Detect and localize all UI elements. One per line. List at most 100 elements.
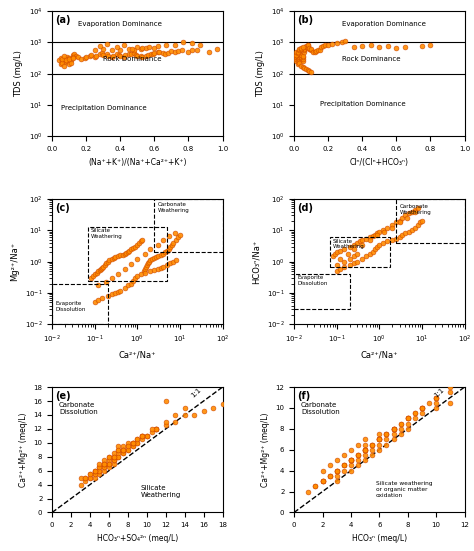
Point	[91, 298, 99, 307]
Point	[333, 39, 340, 47]
Point	[384, 42, 392, 51]
Point	[124, 439, 132, 447]
Point	[148, 424, 155, 433]
Point	[72, 51, 80, 60]
Point	[447, 398, 454, 407]
Point	[309, 47, 317, 56]
Point	[127, 245, 135, 253]
Point	[297, 55, 305, 64]
Point	[297, 52, 305, 61]
Point	[122, 51, 129, 60]
Point	[299, 53, 306, 62]
Point	[113, 43, 121, 52]
Point	[138, 235, 146, 244]
Point	[96, 469, 103, 478]
Point	[397, 424, 404, 433]
Point	[86, 473, 94, 482]
Text: 1:1: 1:1	[433, 386, 446, 398]
Point	[137, 237, 145, 246]
Point	[138, 431, 146, 440]
Point	[119, 449, 127, 458]
Point	[143, 431, 151, 440]
Point	[71, 50, 78, 58]
Point	[319, 477, 326, 485]
Point	[134, 435, 141, 444]
Point	[447, 382, 454, 391]
Text: (d): (d)	[298, 203, 313, 213]
Point	[340, 461, 347, 470]
Point	[115, 452, 122, 461]
Point	[292, 47, 300, 56]
Point	[390, 424, 397, 433]
Point	[181, 410, 189, 419]
Point	[314, 46, 322, 55]
Point	[114, 252, 122, 261]
Point	[162, 397, 170, 406]
Point	[176, 231, 184, 240]
Point	[390, 424, 397, 433]
Point	[172, 418, 179, 426]
Point	[151, 43, 158, 52]
Point	[65, 60, 73, 69]
Point	[100, 463, 108, 472]
Point	[302, 64, 310, 73]
Point	[114, 270, 122, 279]
Point	[119, 445, 127, 454]
Point	[336, 247, 344, 256]
Point	[347, 466, 355, 475]
Point	[134, 439, 141, 447]
Point	[397, 419, 404, 428]
Point	[347, 461, 355, 470]
Text: (e): (e)	[55, 391, 71, 401]
Bar	[52, 284, 108, 325]
Point	[311, 48, 319, 57]
Point	[103, 39, 110, 48]
Point	[97, 264, 105, 273]
Point	[82, 473, 89, 482]
Point	[69, 51, 76, 60]
Point	[411, 224, 419, 233]
Point	[307, 46, 315, 55]
Text: Silicate
Weathering: Silicate Weathering	[91, 228, 122, 239]
Point	[368, 445, 376, 454]
Point	[100, 460, 108, 468]
Point	[292, 51, 300, 60]
Point	[174, 47, 182, 56]
Point	[367, 41, 374, 50]
Text: Carbonate
Dissolution: Carbonate Dissolution	[301, 402, 340, 415]
Point	[143, 431, 151, 440]
Point	[140, 267, 147, 276]
Point	[361, 445, 369, 454]
Text: Evaporite
Dissolution: Evaporite Dissolution	[298, 275, 328, 286]
Point	[146, 43, 153, 52]
Point	[353, 257, 361, 266]
Point	[91, 466, 99, 475]
Point	[141, 268, 149, 277]
Point	[401, 43, 409, 52]
Point	[344, 249, 351, 258]
Point	[134, 435, 141, 444]
Point	[108, 255, 116, 263]
Point	[397, 430, 404, 439]
Point	[354, 440, 362, 449]
Point	[321, 41, 328, 50]
Point	[137, 52, 145, 61]
Point	[132, 242, 139, 251]
Point	[340, 461, 347, 470]
Point	[69, 53, 76, 62]
Point	[153, 424, 160, 433]
Point	[361, 440, 369, 449]
Point	[375, 43, 383, 52]
Point	[346, 242, 353, 251]
Point	[350, 43, 357, 52]
Point	[358, 240, 366, 249]
Point	[319, 477, 326, 485]
Point	[126, 247, 133, 256]
Point	[188, 39, 196, 47]
Point	[205, 47, 213, 56]
Text: Carbonate
Weathering: Carbonate Weathering	[400, 204, 431, 215]
Point	[134, 43, 141, 52]
Point	[418, 403, 426, 412]
Point	[77, 55, 85, 63]
Point	[350, 252, 357, 261]
